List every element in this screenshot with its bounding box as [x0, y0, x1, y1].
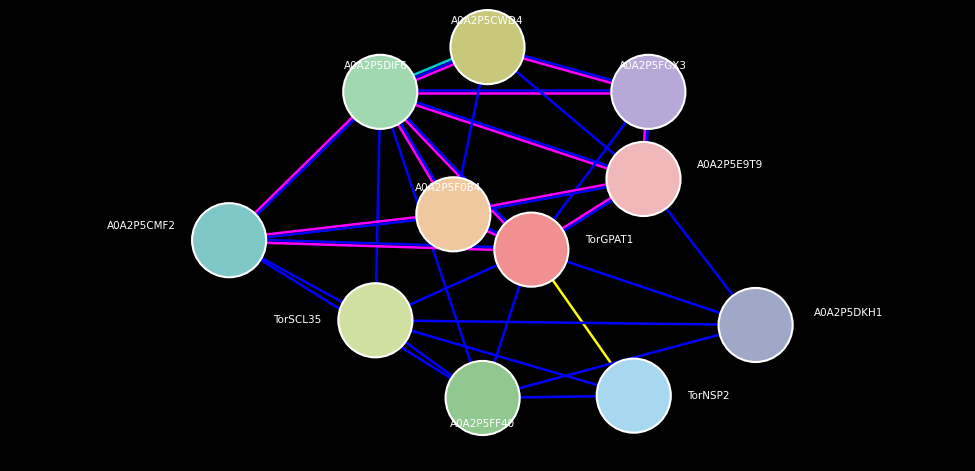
Ellipse shape [446, 361, 520, 435]
Ellipse shape [597, 358, 671, 433]
Ellipse shape [494, 212, 568, 287]
Ellipse shape [343, 55, 417, 129]
Text: A0A2P5CMF2: A0A2P5CMF2 [106, 221, 176, 231]
Text: A0A2P5CWD4: A0A2P5CWD4 [451, 16, 524, 26]
Text: A0A2P5FF40: A0A2P5FF40 [450, 419, 515, 429]
Text: TorSCL35: TorSCL35 [274, 315, 322, 325]
Ellipse shape [606, 142, 681, 216]
Ellipse shape [192, 203, 266, 277]
Ellipse shape [450, 10, 525, 84]
Text: A0A2P5DKH1: A0A2P5DKH1 [814, 308, 883, 318]
Text: A0A2P5DIF6: A0A2P5DIF6 [343, 61, 408, 71]
Ellipse shape [338, 283, 412, 357]
Text: A0A2P5F0B4: A0A2P5F0B4 [415, 183, 482, 194]
Ellipse shape [719, 288, 793, 362]
Ellipse shape [611, 55, 685, 129]
Text: A0A2P5E9T9: A0A2P5E9T9 [697, 160, 763, 170]
Text: TorGPAT1: TorGPAT1 [585, 235, 633, 245]
Ellipse shape [416, 177, 490, 252]
Text: TorNSP2: TorNSP2 [687, 390, 730, 401]
Text: A0A2P5FGX3: A0A2P5FGX3 [619, 61, 687, 71]
